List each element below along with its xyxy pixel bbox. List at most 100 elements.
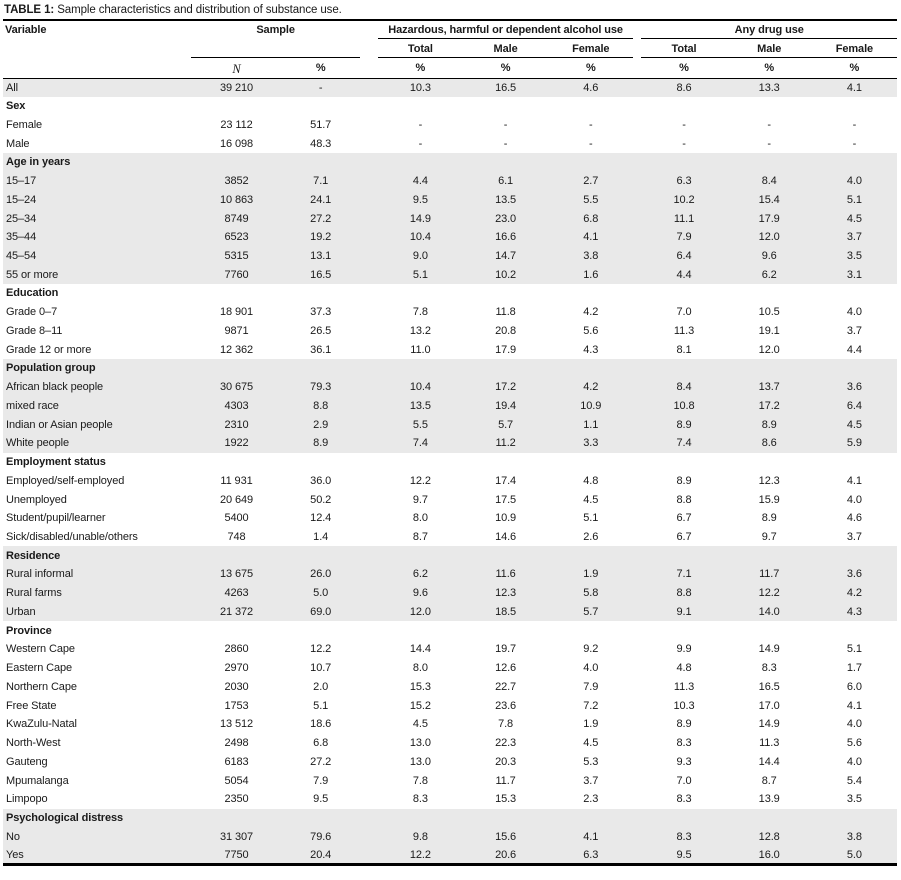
cell-value: 3.7 [846, 231, 862, 244]
cell-value: 12.0 [758, 343, 780, 356]
cell-value: 27.2 [310, 755, 332, 768]
cell-value: 11.7 [759, 568, 780, 581]
cell-value: 15.3 [409, 680, 431, 693]
cell-value: 3.7 [583, 774, 599, 787]
column-gap [360, 378, 378, 397]
cell-value: 13 512 [219, 718, 254, 731]
cell-value: 9.7 [761, 530, 777, 543]
column-header-alcohol-male: Male [462, 38, 549, 58]
cell-value: 7.0 [676, 774, 692, 787]
cell-value: 10.7 [310, 662, 332, 675]
column-gap [360, 659, 378, 678]
cell-value: 9.5 [412, 193, 428, 206]
column-header-sample: Sample [191, 21, 360, 58]
row-label: 45–54 [6, 249, 37, 262]
column-gap [360, 752, 378, 771]
cell-value: 22.7 [495, 680, 517, 693]
cell-value: 6523 [224, 231, 249, 244]
table-body: All 39 210 - 10.3 16.5 4.6 8.6 13.3 4.1 Sex Female… [3, 78, 897, 865]
column-header-alcohol-female: Female [548, 38, 634, 58]
row-label: Rural farms [6, 587, 62, 600]
cell-value: 4.4 [846, 343, 862, 356]
row-label: Yes [6, 848, 24, 861]
column-gap [360, 209, 378, 228]
column-header-percent: % [281, 57, 360, 79]
column-gap [360, 771, 378, 790]
table-row: Grade 12 or more 12 362 36.1 11.0 17.9 4.3 8.1… [3, 340, 897, 359]
cell-value: 9.6 [761, 249, 777, 262]
cell-value: 4.4 [676, 268, 692, 281]
section-row: Employment status [3, 453, 897, 472]
header-unit-row: N % % % % % % % [3, 57, 897, 79]
cell-value: 7.2 [583, 699, 599, 712]
cell-value: 8.9 [676, 418, 692, 431]
cell-value: - [682, 118, 686, 131]
cell-value: 5.7 [583, 605, 599, 618]
column-gap [633, 771, 641, 790]
cell-value: 5400 [224, 512, 249, 525]
row-label: Limpopo [6, 793, 48, 806]
column-gap [360, 603, 378, 622]
header-group-row: Variable Sample Hazardous, harmful or de… [3, 21, 897, 79]
column-gap [360, 528, 378, 547]
column-gap [360, 247, 378, 266]
column-gap [360, 322, 378, 341]
column-gap [360, 640, 378, 659]
cell-value: 14.9 [758, 643, 780, 656]
column-gap [633, 509, 641, 528]
cell-value: 748 [227, 530, 246, 543]
column-gap [360, 190, 378, 209]
cell-value: - [852, 118, 857, 131]
cell-value: 10.2 [495, 268, 517, 281]
cell-value: 7.4 [676, 437, 692, 450]
cell-value: 11.0 [410, 343, 431, 356]
section-row: Psychological distress [3, 808, 897, 828]
cell-value: 4.0 [583, 662, 599, 675]
cell-value: 26.5 [310, 324, 332, 337]
cell-value: 4.1 [846, 81, 862, 94]
cell-value: 4.0 [846, 306, 862, 319]
cell-value: 12.2 [758, 587, 780, 600]
cell-value: 13.1 [310, 249, 332, 262]
cell-value: 11.7 [495, 774, 516, 787]
cell-value: 8.0 [412, 662, 428, 675]
row-label: Gauteng [6, 755, 48, 768]
cell-value: 8.3 [676, 737, 692, 750]
cell-value: 79.6 [310, 830, 332, 843]
column-gap [360, 396, 378, 415]
cell-value: 6183 [224, 755, 249, 768]
cell-value: 9.3 [676, 755, 692, 768]
cell-value: 20.4 [310, 848, 332, 861]
cell-value: 8.9 [761, 512, 777, 525]
cell-value: 17.9 [495, 343, 517, 356]
cell-value: 16.5 [758, 680, 780, 693]
cell-value: 18 901 [219, 306, 254, 319]
cell-value: 4.2 [583, 381, 599, 394]
cell-value: 2860 [224, 643, 249, 656]
row-label: Employed/self-employed [6, 474, 125, 487]
cell-value: 5315 [224, 249, 249, 262]
cell-value: 14.9 [409, 212, 431, 225]
row-label: Western Cape [6, 643, 75, 656]
cell-value: 51.7 [310, 118, 332, 131]
cell-value: 5.9 [846, 437, 862, 450]
cell-value: 5054 [224, 774, 249, 787]
column-gap [360, 303, 378, 322]
column-gap [633, 322, 641, 341]
cell-value: 9.9 [676, 643, 692, 656]
cell-value: 8.6 [761, 437, 777, 450]
section-row: Education [3, 284, 897, 303]
column-gap [360, 115, 378, 134]
cell-value: 16.6 [495, 231, 517, 244]
row-label: White people [6, 437, 70, 450]
cell-value: 10.5 [758, 306, 780, 319]
cell-value: 11.3 [673, 324, 695, 337]
cell-value: 2310 [224, 418, 249, 431]
column-gap [633, 172, 641, 191]
cell-value: 4.0 [846, 755, 862, 768]
column-gap [360, 415, 378, 434]
cell-value: 23 112 [220, 118, 253, 131]
cell-value: 4303 [224, 399, 249, 412]
cell-value: 4.1 [583, 830, 599, 843]
cell-value: 18.6 [310, 718, 332, 731]
